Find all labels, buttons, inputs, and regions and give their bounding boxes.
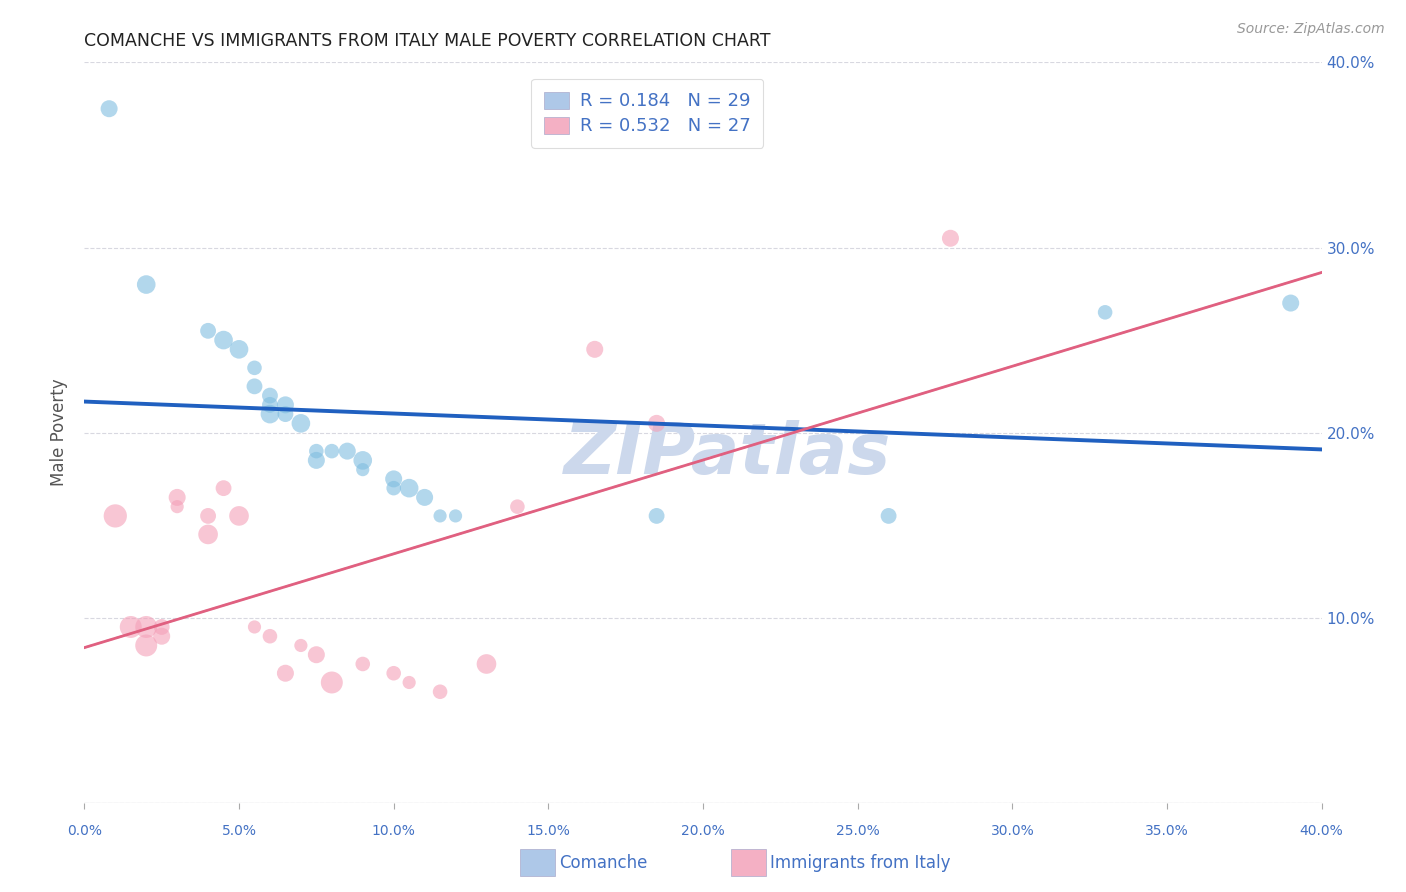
Point [444,508,467,523]
Point [274,666,297,681]
Point [228,343,250,357]
Point [212,481,235,495]
Y-axis label: Male Poverty: Male Poverty [51,379,69,486]
Point [352,462,374,476]
Point [259,398,281,412]
Point [645,508,668,523]
Point [352,657,374,671]
Point [197,324,219,338]
Point [228,508,250,523]
Text: Source: ZipAtlas.com: Source: ZipAtlas.com [1237,22,1385,37]
Point [1094,305,1116,319]
Text: ZIPatlas: ZIPatlas [564,420,891,490]
Point [506,500,529,514]
Point [120,620,142,634]
Text: 0.0%: 0.0% [67,823,101,838]
Point [166,500,188,514]
Text: 15.0%: 15.0% [526,823,571,838]
Point [305,444,328,458]
Point [382,472,405,486]
Point [150,629,173,643]
Text: COMANCHE VS IMMIGRANTS FROM ITALY MALE POVERTY CORRELATION CHART: COMANCHE VS IMMIGRANTS FROM ITALY MALE P… [84,32,770,50]
Point [352,453,374,467]
Point [429,508,451,523]
Text: Immigrants from Italy: Immigrants from Italy [770,854,950,871]
Point [290,639,312,653]
Point [321,444,343,458]
Legend: R = 0.184   N = 29, R = 0.532   N = 27: R = 0.184 N = 29, R = 0.532 N = 27 [531,78,763,148]
Point [243,379,266,393]
Point [475,657,498,671]
Point [1279,296,1302,310]
Point [290,417,312,431]
Text: Comanche: Comanche [560,854,648,871]
Point [259,388,281,402]
Point [259,629,281,643]
Point [877,508,900,523]
Point [336,444,359,458]
Point [166,491,188,505]
Text: 5.0%: 5.0% [222,823,256,838]
Point [135,639,157,653]
Point [274,407,297,421]
Point [259,407,281,421]
Point [243,360,266,375]
Point [398,481,420,495]
Text: 10.0%: 10.0% [371,823,416,838]
Point [274,398,297,412]
Point [305,453,328,467]
Text: 30.0%: 30.0% [990,823,1035,838]
Point [583,343,606,357]
Text: 40.0%: 40.0% [1299,823,1344,838]
Point [150,620,173,634]
Point [382,481,405,495]
Point [104,508,127,523]
Point [413,491,436,505]
Point [197,508,219,523]
Point [197,527,219,541]
Point [939,231,962,245]
Point [645,417,668,431]
Point [243,620,266,634]
Point [98,102,121,116]
Text: 20.0%: 20.0% [681,823,725,838]
Point [321,675,343,690]
Text: 25.0%: 25.0% [835,823,880,838]
Point [135,620,157,634]
Point [398,675,420,690]
Point [305,648,328,662]
Point [429,685,451,699]
Point [382,666,405,681]
Point [135,277,157,292]
Point [212,333,235,347]
Text: 35.0%: 35.0% [1144,823,1189,838]
